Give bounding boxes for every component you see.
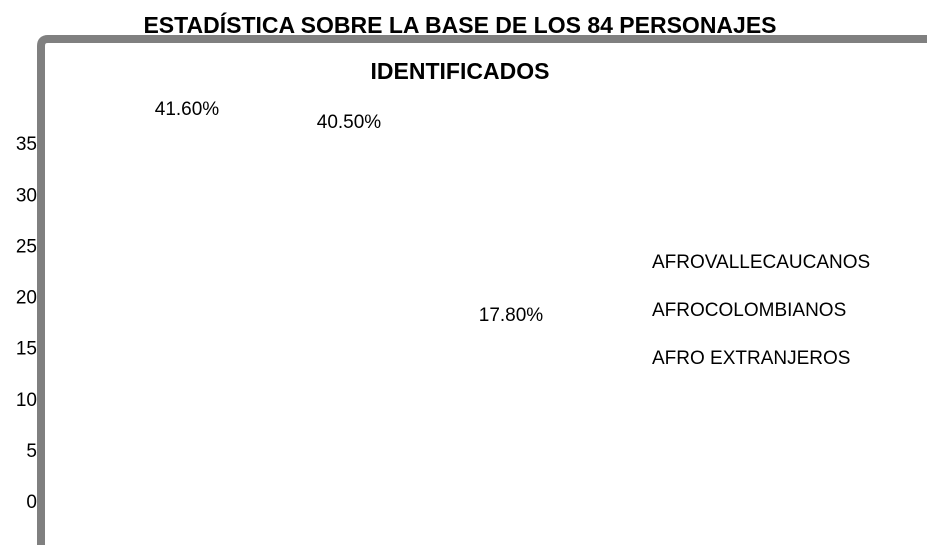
- bar: [462, 321, 559, 503]
- y-tick-label: 25: [16, 236, 37, 257]
- bar: [138, 94, 235, 503]
- bar: [300, 94, 397, 503]
- frame: [37, 35, 927, 545]
- y-tick-label: 30: [16, 185, 37, 206]
- y-tick-label: 10: [16, 390, 37, 411]
- y-tick-label: 15: [16, 339, 37, 360]
- data-label: 40.50%: [317, 112, 382, 133]
- y-tick-label: 0: [26, 492, 37, 513]
- legend-label: AFROCOLOMBIANOS: [652, 300, 846, 321]
- chart-title: ESTADÍSTICA SOBRE LA BASE DE LOS 84 PERS…: [143, 12, 777, 84]
- y-tick-label: 5: [26, 441, 37, 462]
- data-label: 17.80%: [479, 305, 544, 326]
- legend-label: AFROVALLECAUCANOS: [652, 252, 870, 273]
- legend-label: AFRO EXTRANJEROS: [652, 348, 850, 369]
- y-tick-label: 35: [16, 134, 37, 155]
- y-tick-label: 20: [16, 288, 37, 309]
- data-label: 41.60%: [155, 99, 220, 120]
